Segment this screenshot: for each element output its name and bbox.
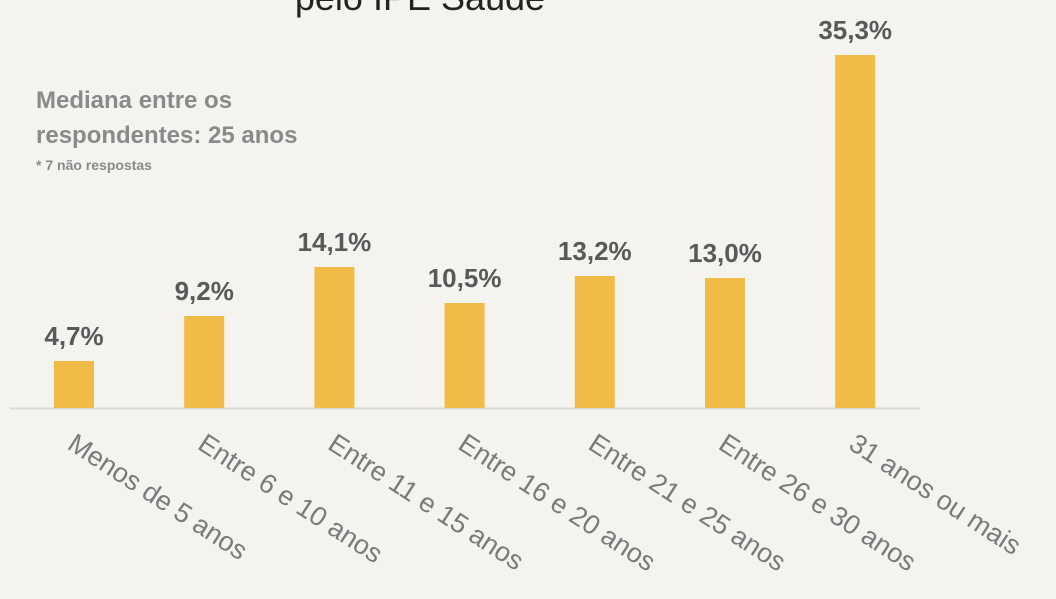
bar — [444, 303, 485, 408]
bar — [54, 361, 94, 408]
bar — [705, 278, 745, 408]
data-label: 13,2% — [558, 236, 632, 266]
bar — [184, 316, 225, 408]
annotation-note: * 7 não respostas — [36, 157, 152, 173]
data-label: 4,7% — [44, 321, 103, 351]
annotation: respondentes: 25 anos — [36, 122, 297, 149]
bar — [314, 267, 355, 408]
data-label: 9,2% — [175, 276, 234, 306]
chart-title: pelo IPE Saúde — [295, 0, 545, 18]
data-label: 13,0% — [688, 238, 762, 268]
annotation: Mediana entre os — [36, 87, 232, 114]
data-label: 35,3% — [818, 15, 892, 45]
data-label: 10,5% — [428, 263, 502, 293]
bar — [835, 55, 876, 408]
bar — [574, 276, 615, 408]
data-label: 14,1% — [298, 227, 372, 257]
